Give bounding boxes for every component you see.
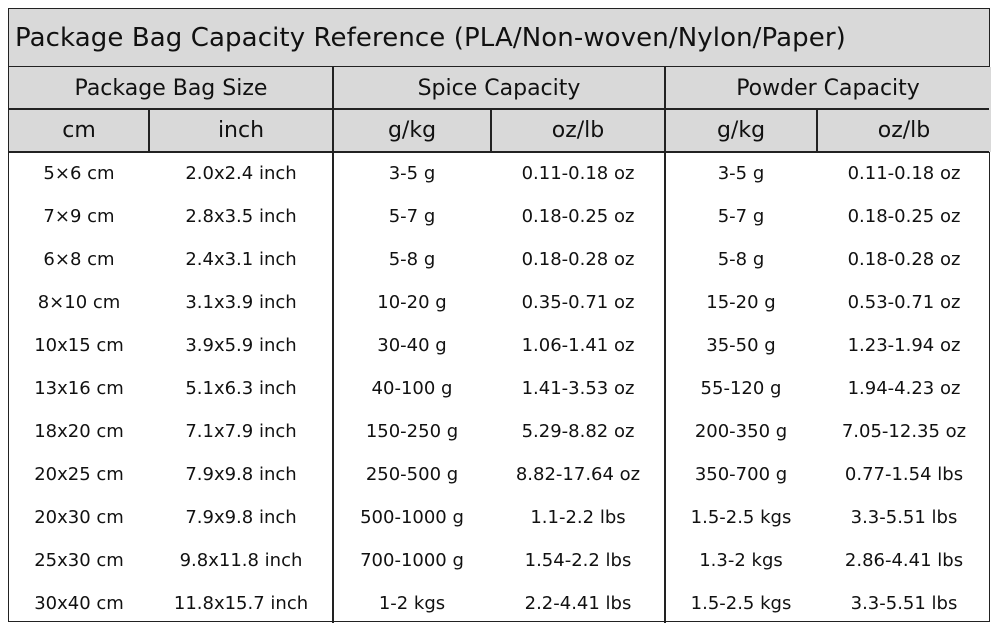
sub-header-spice-g: g/kg [333,109,491,152]
cell-spice-g: 10-20 g [377,292,447,313]
table-row: 7×9 cm 2.8x3.5 inch 5-7 g 0.18-0.25 oz 5-7 g… [9,195,989,238]
cell-size-cm: 13x16 cm [34,378,124,399]
cell-spice-oz: 0.35-0.71 oz [521,292,635,313]
cell-size-inch: 9.8x11.8 inch [179,550,303,571]
cell-powder-oz: 0.77-1.54 lbs [844,464,964,485]
cell-powder-oz: 1.94-4.23 oz [847,378,961,399]
cell-powder-g: 1.5-2.5 kgs [690,593,792,614]
cell-size-inch: 3.9x5.9 inch [185,335,297,356]
cell-powder-oz: 3.3-5.51 lbs [850,507,958,528]
cell-powder-g: 15-20 g [706,292,776,313]
cell-spice-g: 250-500 g [365,464,459,485]
cell-spice-g: 1-2 kgs [378,593,446,614]
cell-powder-g: 55-120 g [700,378,782,399]
cell-spice-g: 40-100 g [371,378,453,399]
cell-powder-g: 350-700 g [694,464,788,485]
sub-header-powder-oz: oz/lb [817,109,991,152]
cell-powder-g: 35-50 g [706,335,776,356]
vertical-rule [148,109,150,152]
cell-spice-oz: 0.18-0.25 oz [521,206,635,227]
capacity-table: Package Bag Capacity Reference (PLA/Non-… [8,8,991,625]
table-row: 13x16 cm 5.1x6.3 inch 40-100 g 1.41-3.53 oz… [9,367,989,410]
table-row: 25x30 cm 9.8x11.8 inch 700-1000 g 1.54-2.2 … [9,539,989,582]
cell-powder-oz: 2.86-4.41 lbs [844,550,964,571]
cell-size-inch: 7.9x9.8 inch [185,464,297,485]
cell-spice-oz: 5.29-8.82 oz [521,421,635,442]
cell-powder-g: 1.3-2 kgs [699,550,783,571]
cell-spice-g: 5-8 g [388,249,436,270]
table-row: 10x15 cm 3.9x5.9 inch 30-40 g 1.06-1.41 oz 3… [9,324,989,367]
cell-spice-oz: 1.06-1.41 oz [521,335,635,356]
sub-header-spice-oz: oz/lb [491,109,665,152]
sub-header-powder-g: g/kg [665,109,817,152]
cell-powder-oz: 3.3-5.51 lbs [850,593,958,614]
cell-spice-oz: 1.1-2.2 lbs [530,507,626,528]
cell-size-cm: 20x25 cm [34,464,124,485]
vertical-rule [664,67,666,623]
group-header-row: Package Bag Size Spice Capacity Powder C… [9,67,991,109]
table-row: 20x25 cm 7.9x9.8 inch 250-500 g 8.82-17.64 … [9,453,989,496]
group-header-powder: Powder Capacity [665,67,991,109]
cell-size-cm: 6×8 cm [43,249,115,270]
table-row: 18x20 cm 7.1x7.9 inch 150-250 g 5.29-8.82 o… [9,410,989,453]
cell-size-cm: 5×6 cm [43,163,115,184]
cell-spice-g: 500-1000 g [360,507,464,528]
cell-powder-oz: 0.53-0.71 oz [847,292,961,313]
table-title: Package Bag Capacity Reference (PLA/Non-… [9,9,989,67]
sub-header-row: cm inch g/kg oz/lb g/kg oz/lb [9,109,991,152]
cell-powder-oz: 0.18-0.28 oz [847,249,961,270]
table-row: 5×6 cm 2.0x2.4 inch 3-5 g 0.11-0.18 oz 3-5 g… [9,152,989,195]
cell-spice-g: 150-250 g [365,421,459,442]
cell-size-inch: 2.8x3.5 inch [185,206,297,227]
cell-size-inch: 3.1x3.9 inch [185,292,297,313]
cell-spice-oz: 1.41-3.53 oz [521,378,635,399]
cell-size-cm: 7×9 cm [43,206,115,227]
cell-spice-oz: 1.54-2.2 lbs [524,550,632,571]
cell-spice-oz: 2.2-4.41 lbs [524,593,632,614]
horizontal-rule [9,108,989,110]
cell-size-inch: 2.4x3.1 inch [185,249,297,270]
table-row: 6×8 cm 2.4x3.1 inch 5-8 g 0.18-0.28 oz 5-8 g… [9,238,989,281]
cell-powder-oz: 0.11-0.18 oz [847,163,961,184]
cell-size-cm: 18x20 cm [34,421,124,442]
cell-powder-oz: 0.18-0.25 oz [847,206,961,227]
cell-size-cm: 25x30 cm [34,550,124,571]
cell-size-inch: 7.9x9.8 inch [185,507,297,528]
cell-size-inch: 7.1x7.9 inch [185,421,297,442]
cell-powder-oz: 1.23-1.94 oz [847,335,961,356]
group-header-size: Package Bag Size [9,67,333,109]
cell-size-cm: 8×10 cm [37,292,121,313]
table-row: 8×10 cm 3.1x3.9 inch 10-20 g 0.35-0.71 oz 15… [9,281,989,324]
cell-powder-oz: 7.05-12.35 oz [841,421,967,442]
cell-size-inch: 2.0x2.4 inch [185,163,297,184]
sub-header-cm: cm [9,109,149,152]
cell-spice-g: 700-1000 g [360,550,464,571]
vertical-rule [816,109,818,152]
cell-powder-g: 1.5-2.5 kgs [690,507,792,528]
cell-powder-g: 3-5 g [717,163,765,184]
vertical-rule [332,67,334,623]
cell-spice-g: 5-7 g [388,206,436,227]
cell-size-cm: 20x30 cm [34,507,124,528]
vertical-rule [490,109,492,152]
cell-spice-g: 30-40 g [377,335,447,356]
cell-size-cm: 10x15 cm [34,335,124,356]
cell-powder-g: 5-8 g [717,249,765,270]
cell-spice-g: 3-5 g [388,163,436,184]
cell-powder-g: 5-7 g [717,206,765,227]
cell-spice-oz: 0.18-0.28 oz [521,249,635,270]
cell-size-inch: 5.1x6.3 inch [185,378,297,399]
table-row: 20x30 cm 7.9x9.8 inch 500-1000 g 1.1-2.2 lb… [9,496,989,539]
cell-spice-oz: 8.82-17.64 oz [515,464,641,485]
cell-powder-g: 200-350 g [694,421,788,442]
cell-size-cm: 30x40 cm [34,593,124,614]
horizontal-rule [9,151,989,153]
table-row: 30x40 cm 11.8x15.7 inch 1-2 kgs 2.2-4.41 lb… [9,582,989,625]
sub-header-inch: inch [149,109,333,152]
cell-size-inch: 11.8x15.7 inch [173,593,309,614]
cell-spice-oz: 0.11-0.18 oz [521,163,635,184]
group-header-spice: Spice Capacity [333,67,665,109]
